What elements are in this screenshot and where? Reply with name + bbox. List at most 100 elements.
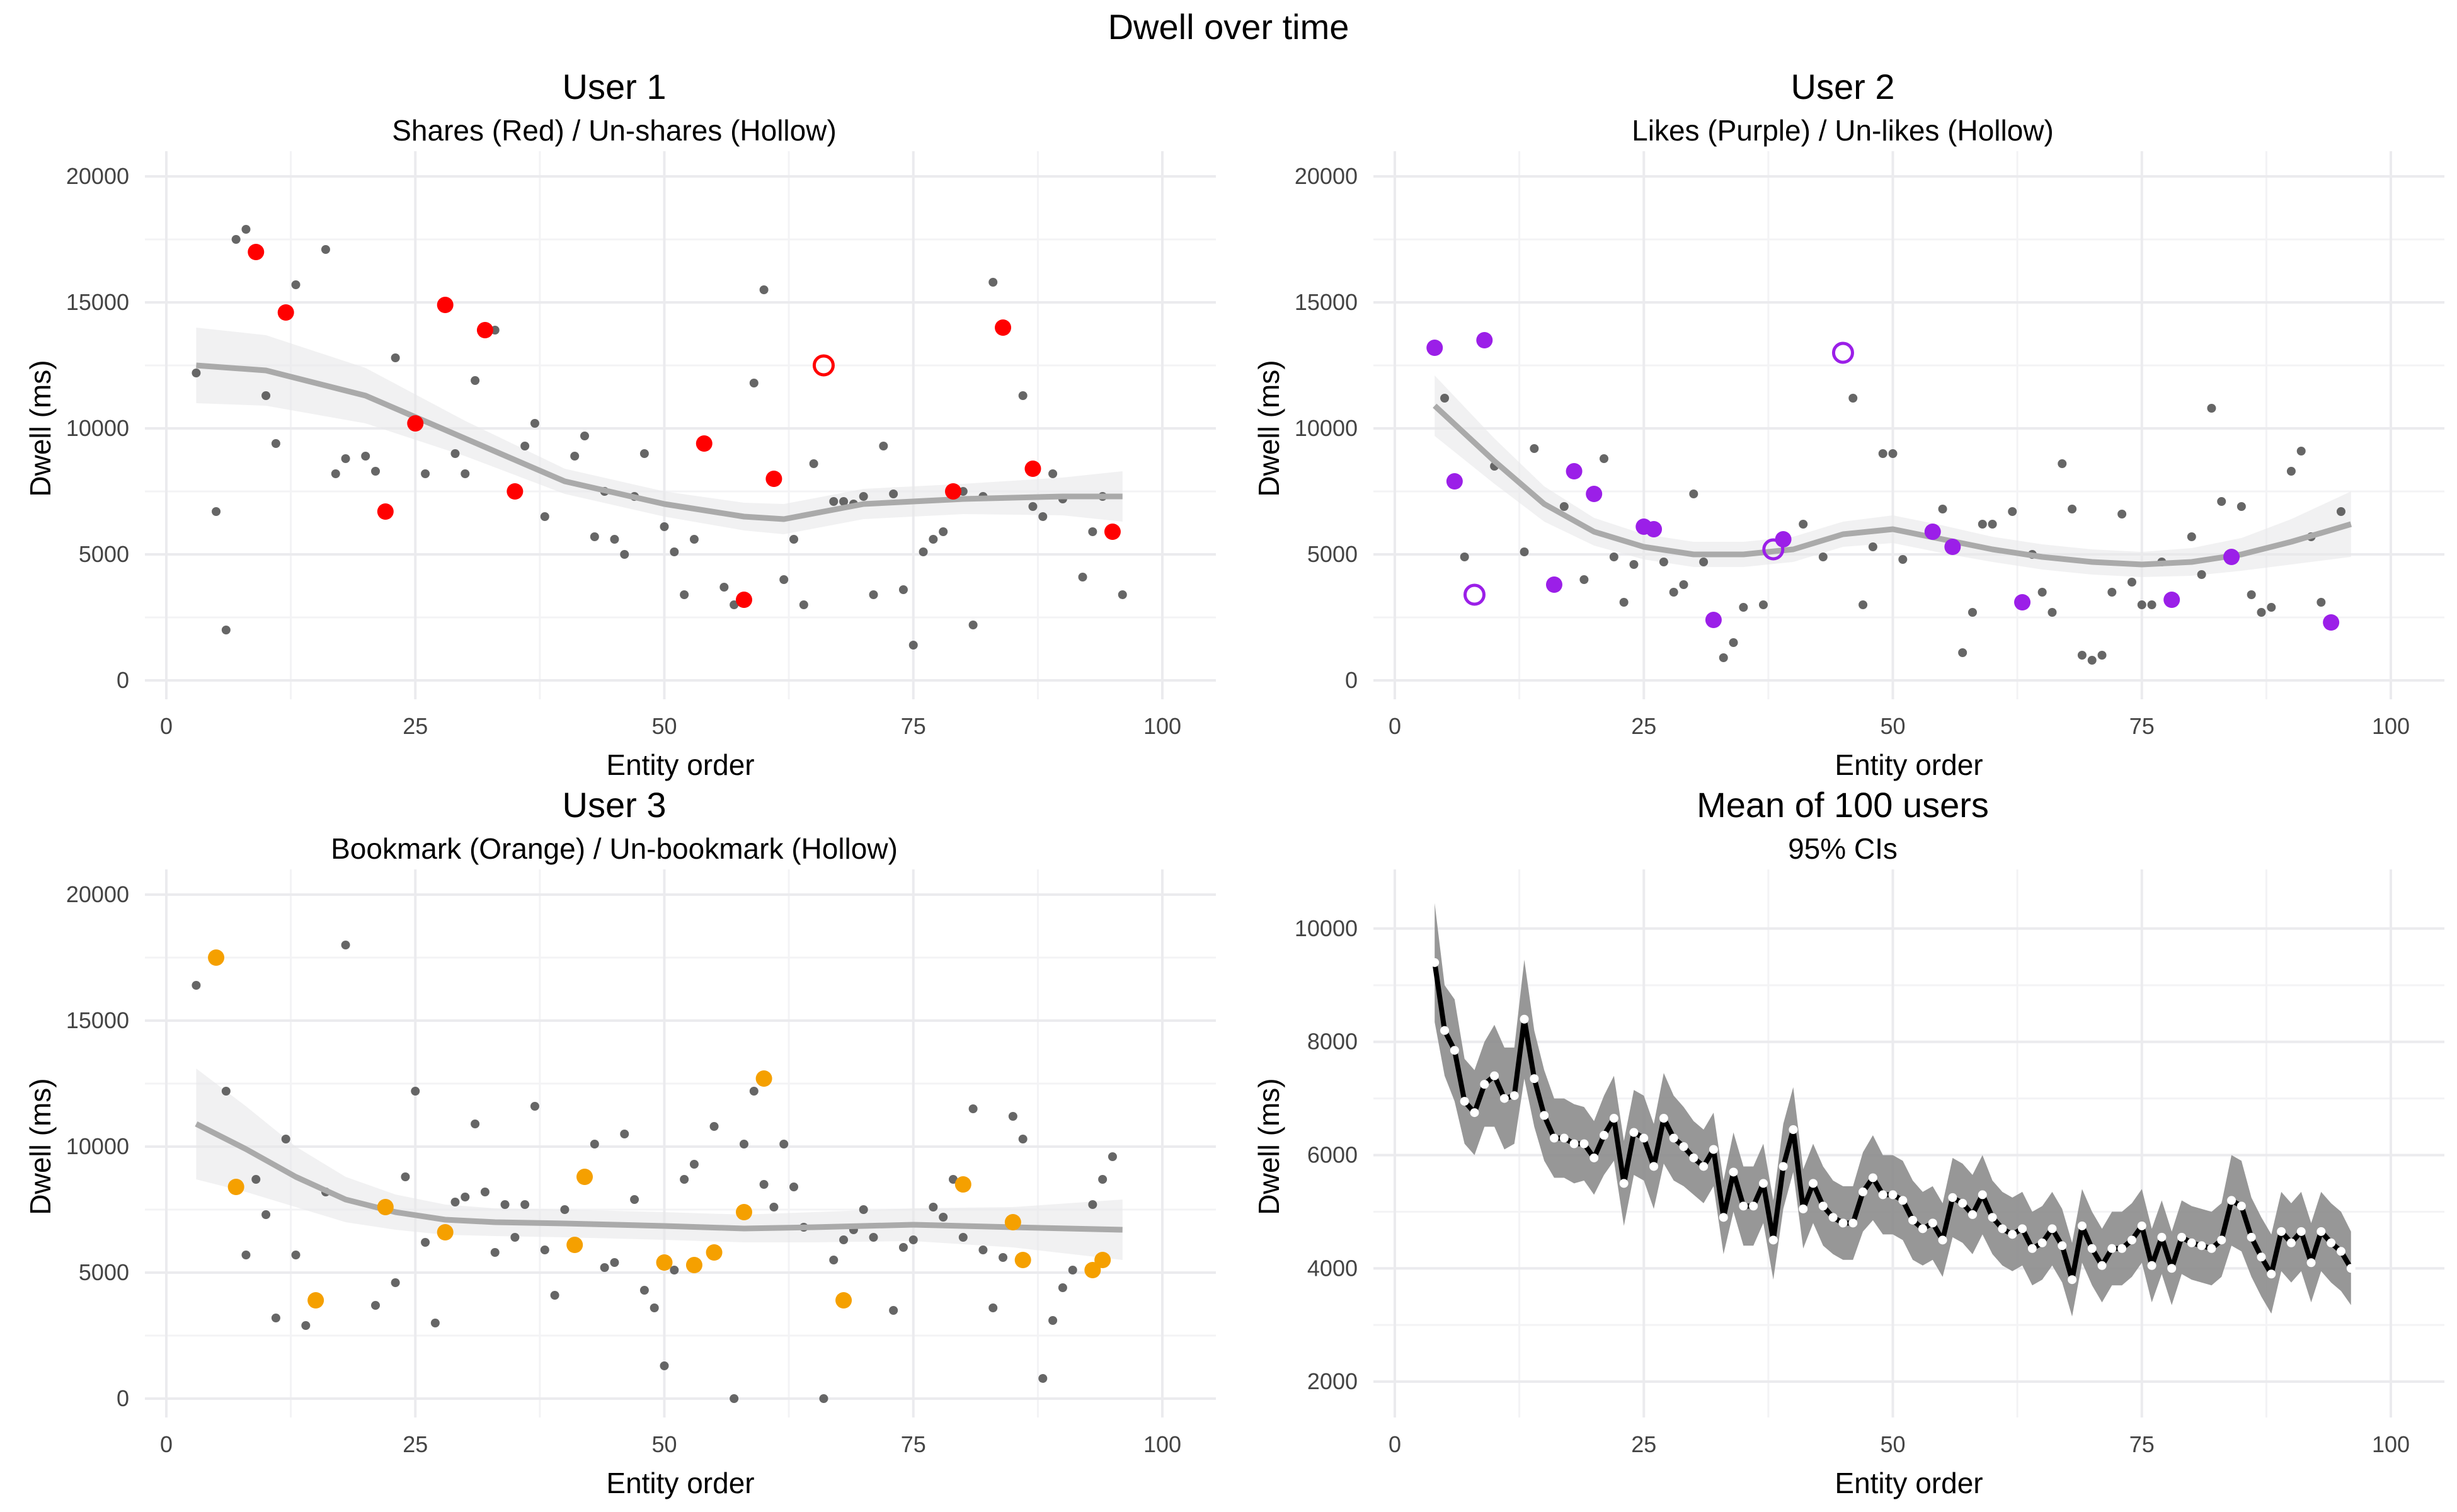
x-tick-label: 25: [403, 1431, 428, 1457]
data-point: [929, 535, 938, 544]
mean-point: [2236, 1201, 2246, 1211]
data-point: [490, 1248, 500, 1257]
x-axis-label: Entity order: [1835, 748, 1983, 781]
data-point: [839, 497, 849, 506]
mean-point: [2018, 1224, 2027, 1234]
highlight-point: [1104, 524, 1121, 540]
mean-point: [1778, 1162, 1788, 1171]
panel-user2: User 2 Likes (Purple) / Un-likes (Hollow…: [1228, 50, 2457, 781]
data-point: [2068, 505, 2077, 513]
mean-point: [2197, 1241, 2206, 1251]
data-point: [2117, 510, 2127, 518]
x-tick-label: 0: [160, 1431, 173, 1457]
data-point: [749, 1087, 759, 1096]
data-point: [1818, 553, 1828, 561]
data-point: [879, 442, 888, 450]
data-point: [730, 1394, 739, 1403]
data-point: [1038, 512, 1048, 521]
data-point: [271, 439, 280, 448]
data-point: [261, 391, 271, 400]
panel-mean: Mean of 100 users 95% CIs 0 25 50 75 100 2000…: [1228, 769, 2457, 1499]
data-point: [819, 1394, 828, 1403]
y-axis-label: Dwell (ms): [1252, 360, 1285, 496]
data-point: [2207, 404, 2216, 413]
mean-point: [1809, 1179, 1818, 1188]
data-point: [1028, 502, 1038, 511]
data-point: [221, 1087, 231, 1096]
data-point: [639, 449, 649, 458]
mean-point: [1629, 1128, 1639, 1137]
data-point: [471, 376, 480, 385]
data-point: [2257, 608, 2266, 617]
data-point: [1098, 1175, 1108, 1184]
mean-point: [1520, 1014, 1529, 1024]
data-point: [1600, 454, 1609, 463]
mean-point: [1639, 1133, 1649, 1143]
mean-point: [1589, 1153, 1599, 1162]
x-tick-label: 0: [1389, 1431, 1401, 1457]
mean-point: [2087, 1244, 2097, 1253]
data-point: [1799, 520, 1808, 529]
data-point: [799, 600, 808, 609]
x-axis-label: Entity order: [606, 1467, 754, 1499]
data-point: [1758, 600, 1768, 609]
y-tick-label: 10000: [66, 1133, 129, 1159]
x-tick-label: 75: [2129, 713, 2155, 739]
data-point: [839, 1235, 849, 1244]
data-point: [620, 1130, 629, 1138]
data-point: [1659, 558, 1668, 566]
y-axis-label: Dwell (ms): [1252, 1078, 1285, 1215]
data-point: [1018, 1135, 1028, 1143]
data-point: [829, 497, 839, 506]
mean-point: [1729, 1167, 1738, 1177]
highlight-point: [995, 319, 1012, 336]
data-point: [809, 459, 818, 468]
data-point: [2247, 590, 2256, 599]
data-point: [331, 469, 340, 478]
mean-point: [2147, 1261, 2156, 1270]
mean-point: [1898, 1196, 1908, 1205]
data-point: [610, 535, 619, 544]
data-point: [241, 1251, 251, 1259]
smooth-ci-band: [196, 1068, 1123, 1260]
y-tick-label: 20000: [66, 163, 129, 189]
data-point: [461, 1193, 470, 1201]
data-point: [939, 527, 948, 536]
mean-point: [2187, 1238, 2196, 1247]
data-point: [391, 1278, 400, 1287]
plot-user2: 0 25 50 75 100 0 5000 10000 15000 20000 Entity ord…: [1252, 151, 2444, 781]
mean-point: [1460, 1097, 1469, 1106]
x-tick-label: 25: [1631, 713, 1656, 739]
highlight-point: [1084, 1262, 1101, 1278]
highlight-point: [277, 304, 294, 321]
highlight-point: [1705, 612, 1722, 628]
x-tick-label: 50: [1880, 1431, 1905, 1457]
data-point: [341, 941, 350, 949]
data-point: [1967, 608, 1977, 617]
data-point: [530, 1102, 539, 1111]
data-point: [859, 1205, 868, 1214]
data-point: [829, 1256, 839, 1264]
data-point: [2267, 603, 2276, 612]
data-point: [2107, 588, 2117, 597]
mean-point: [2207, 1244, 2216, 1253]
highlight-point: [1566, 463, 1583, 479]
mean-point: [1480, 1080, 1489, 1089]
data-point: [988, 278, 998, 287]
mean-point: [1530, 1074, 1539, 1084]
data-point: [2296, 447, 2306, 455]
data-point: [281, 1135, 290, 1143]
data-point: [251, 1175, 261, 1184]
data-point: [2137, 600, 2146, 609]
data-point: [789, 535, 799, 544]
highlight-point: [1024, 461, 1041, 477]
mean-point: [2167, 1264, 2177, 1273]
smooth-line: [196, 362, 1123, 522]
mean-point: [1440, 1026, 1450, 1035]
data-point: [192, 369, 201, 377]
mean-point: [2127, 1235, 2136, 1245]
data-point: [769, 1203, 779, 1211]
x-tick-label: 0: [1389, 713, 1401, 739]
highlight-point: [507, 483, 524, 500]
data-point: [2008, 507, 2017, 516]
